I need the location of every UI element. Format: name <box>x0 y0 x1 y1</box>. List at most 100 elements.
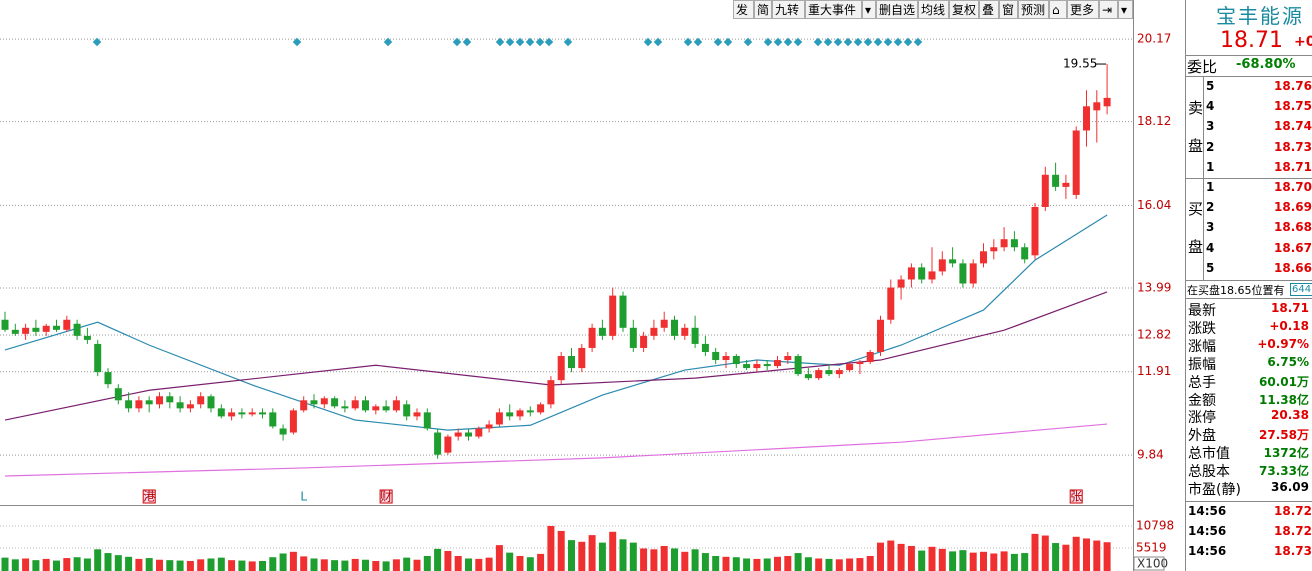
toolbar-button[interactable]: 复权 <box>949 0 979 19</box>
book-level: 5 <box>1206 260 1215 275</box>
volume-bar <box>341 560 349 571</box>
volume-bar <box>660 545 668 571</box>
toolbar-button[interactable]: 更多 <box>1067 0 1099 19</box>
candle-body <box>279 428 287 435</box>
candle-body <box>341 406 349 409</box>
toolbar-button[interactable]: 预测 <box>1018 0 1049 19</box>
candle-body <box>145 400 153 405</box>
candle-body <box>94 343 102 373</box>
candle-body <box>166 396 174 403</box>
ma-line <box>4 214 1108 431</box>
candle-body <box>866 351 874 363</box>
candle-body <box>485 424 493 429</box>
candle-body <box>156 396 163 405</box>
toolbar-button[interactable]: 重大事件 <box>805 0 862 19</box>
ratio-label: 委比 <box>1187 58 1218 76</box>
volume-bar <box>454 555 462 571</box>
candle-body <box>22 327 30 334</box>
volume-bar <box>938 548 946 571</box>
book-side: 买 <box>1188 200 1204 218</box>
candle-body <box>434 432 442 455</box>
candle-body <box>454 432 462 437</box>
tick-time: 14:56 <box>1188 524 1227 538</box>
volume-bar <box>815 558 823 571</box>
y-tick-label: 12.82 <box>1137 328 1171 342</box>
candle-body <box>516 410 524 417</box>
stat-value: 1372亿 <box>1263 446 1309 461</box>
event-marker-label: L <box>300 490 307 504</box>
volume-bar <box>1072 536 1080 571</box>
volume-bar <box>887 540 895 571</box>
candle-body <box>320 398 328 405</box>
candle-body <box>712 351 720 361</box>
stat-value: +0.97% <box>1257 336 1309 351</box>
candle-body <box>784 355 792 361</box>
toolbar-button[interactable]: ▾ <box>862 0 876 19</box>
toolbar-button[interactable]: 叠 <box>979 0 999 19</box>
signal-icon <box>813 37 823 47</box>
signal-icon <box>873 37 883 47</box>
toolbar-button[interactable]: 窗 <box>999 0 1018 19</box>
candle-body <box>1103 97 1111 107</box>
volume-bar <box>928 546 936 571</box>
stat-label: 市盈(静) <box>1188 482 1241 498</box>
volume-bar <box>681 551 689 571</box>
stat-label: 金额 <box>1188 392 1216 409</box>
candle-body <box>815 370 823 379</box>
volume-bar <box>526 557 534 571</box>
candle-body <box>506 412 514 417</box>
candle-body <box>804 374 812 379</box>
signal-icon <box>693 37 703 47</box>
signal-icon <box>452 37 462 47</box>
candle-body <box>331 398 339 407</box>
book-side: 盘 <box>1188 137 1204 155</box>
candle-body <box>609 295 617 336</box>
volume-bar <box>578 541 586 571</box>
toolbar-button[interactable]: 删自选 <box>876 0 918 19</box>
volume-bar <box>1093 540 1101 571</box>
volume-bar <box>691 549 699 571</box>
stat-label: 最新 <box>1188 303 1216 319</box>
book-price: 18.71 <box>1274 159 1312 174</box>
volume-bar <box>423 555 431 571</box>
book-price: 18.74 <box>1274 119 1312 134</box>
candle-body <box>114 388 122 401</box>
book-level: 3 <box>1206 119 1215 134</box>
volume-bar <box>598 542 606 571</box>
candle-body <box>1093 102 1101 111</box>
toolbar-button[interactable]: ⌂ <box>1049 0 1067 19</box>
volume-bar <box>259 560 266 571</box>
toolbar-button[interactable]: 简 <box>754 0 772 19</box>
event-marker-label: 张 <box>1070 490 1082 504</box>
candle-body <box>83 335 91 340</box>
toolbar-button[interactable]: 均线 <box>918 0 949 19</box>
volume-bar <box>825 558 833 571</box>
volume-bar <box>753 558 761 571</box>
candle-body <box>557 355 565 381</box>
volume-bar <box>640 548 648 571</box>
candle-body <box>640 335 648 348</box>
candle-body <box>578 347 586 369</box>
candle-body <box>660 319 668 328</box>
book-price: 18.66 <box>1274 260 1312 275</box>
stat-value: +0.18 <box>1269 318 1309 333</box>
candle-body <box>547 380 555 405</box>
volume-bar <box>877 542 884 571</box>
candle-body <box>269 412 277 427</box>
volume-bar <box>73 557 81 571</box>
candle-body <box>362 400 369 411</box>
book-side: 卖 <box>1188 99 1204 117</box>
y-tick-label: 20.17 <box>1137 32 1171 46</box>
volume-bar <box>846 558 854 571</box>
volume-bar <box>619 539 627 571</box>
candle-body <box>794 355 802 375</box>
toolbar-button[interactable]: ⇥ <box>1099 0 1118 19</box>
volume-bar <box>207 558 215 571</box>
volume-bar <box>743 558 751 571</box>
candle-body <box>392 400 400 411</box>
toolbar-button[interactable]: 九转 <box>772 0 805 19</box>
toolbar-button[interactable]: ▾ <box>1118 0 1133 19</box>
toolbar-button[interactable]: 发 <box>733 0 754 19</box>
volume-bar <box>784 555 792 571</box>
volume-bar <box>907 545 915 571</box>
